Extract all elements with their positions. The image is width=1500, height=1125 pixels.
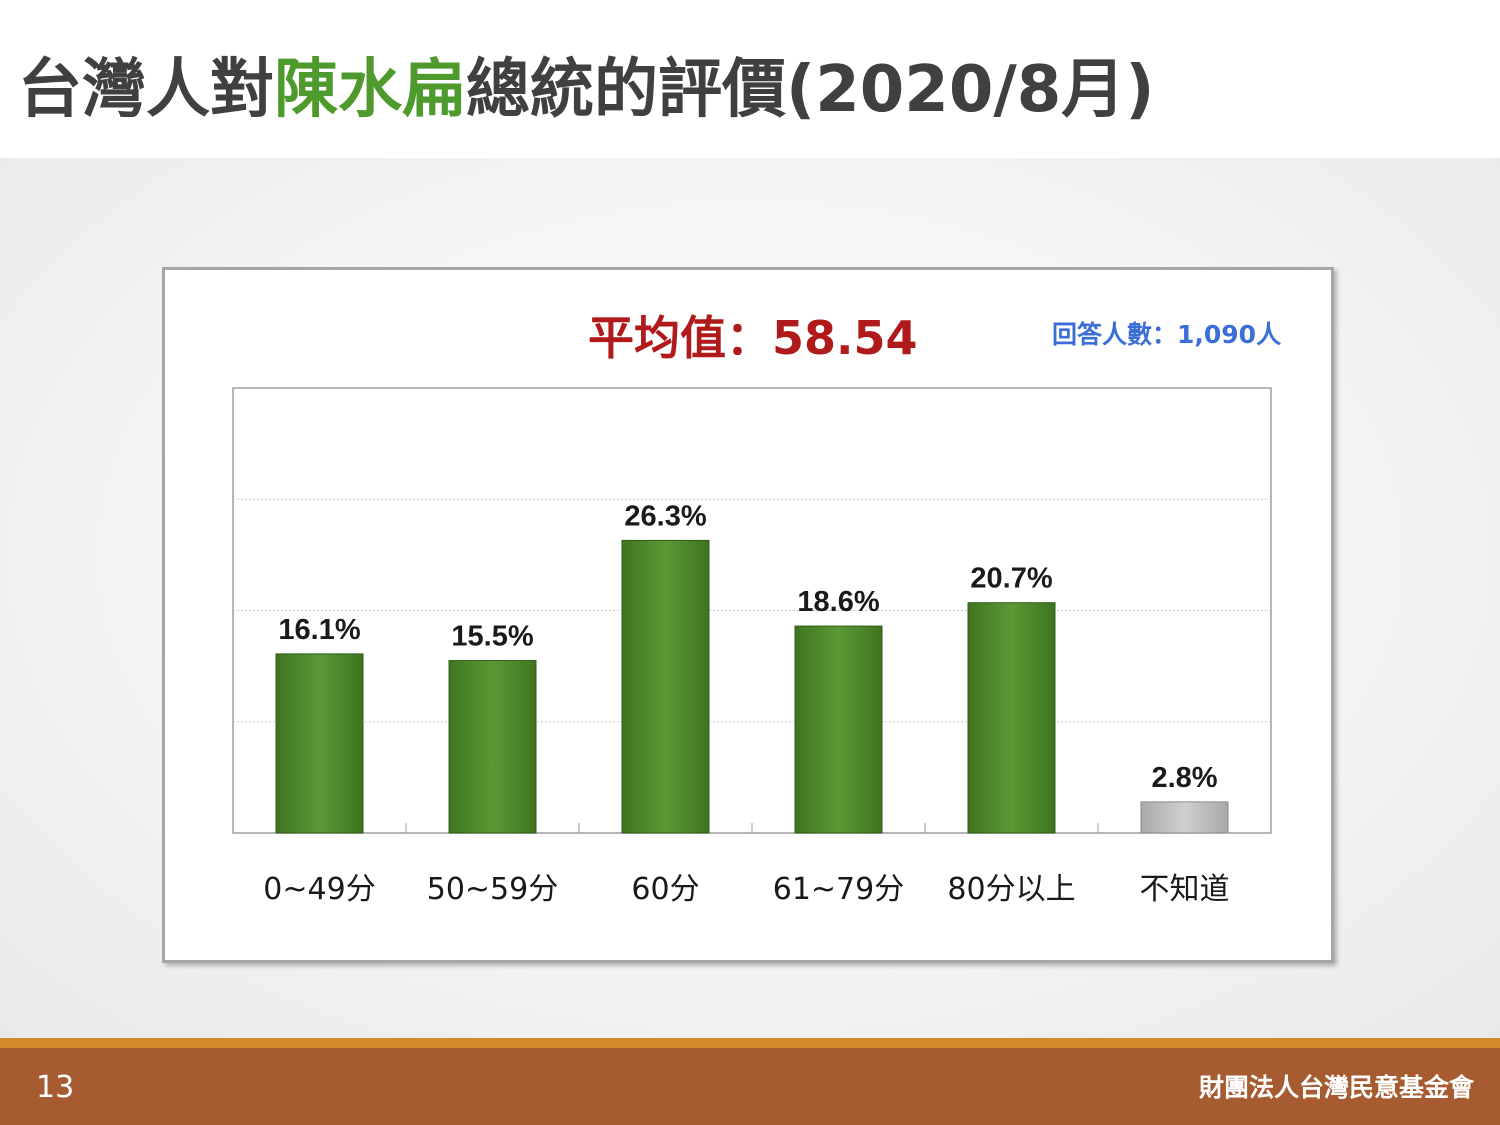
category-label: 80分以上 xyxy=(947,872,1075,907)
title-prefix: 台灣人對 xyxy=(18,53,274,127)
page-number: 13 xyxy=(36,1070,75,1105)
title-highlight-name: 陳水扁 xyxy=(274,53,466,127)
category-label: 50~59分 xyxy=(427,872,558,907)
category-label: 61~79分 xyxy=(773,872,904,907)
bar-3 xyxy=(621,539,710,834)
category-label: 60分 xyxy=(631,872,699,907)
title-bar: 台灣人對陳水扁總統的評價(2020/8月) xyxy=(0,0,1500,158)
category-label: 不知道 xyxy=(1140,872,1230,907)
respondent-count-label: 回答人數：1,090人 xyxy=(1052,320,1282,349)
bar-value-label: 26.3% xyxy=(624,500,706,532)
bar-value-label: 16.1% xyxy=(278,614,360,646)
bar-value-label: 2.8% xyxy=(1151,762,1217,794)
category-label: 0~49分 xyxy=(263,872,375,907)
bar-6 xyxy=(1140,801,1229,834)
footer-accent-line xyxy=(0,1038,1500,1048)
organization-name: 財團法人台灣民意基金會 xyxy=(1198,1073,1474,1102)
bar-5 xyxy=(967,602,1056,834)
bar-2 xyxy=(448,660,537,834)
bar-value-label: 18.6% xyxy=(797,586,879,618)
slide-title: 台灣人對陳水扁總統的評價(2020/8月) xyxy=(18,38,1155,130)
bar-1 xyxy=(275,653,364,834)
bar-4 xyxy=(794,625,883,834)
bar-value-label: 20.7% xyxy=(970,563,1052,595)
footer-bar xyxy=(0,1048,1500,1125)
title-suffix: 總統的評價(2020/8月) xyxy=(466,53,1155,127)
average-score-label: 平均值：58.54 xyxy=(588,311,918,365)
plot-area xyxy=(232,387,1272,834)
bar-value-label: 15.5% xyxy=(451,621,533,653)
